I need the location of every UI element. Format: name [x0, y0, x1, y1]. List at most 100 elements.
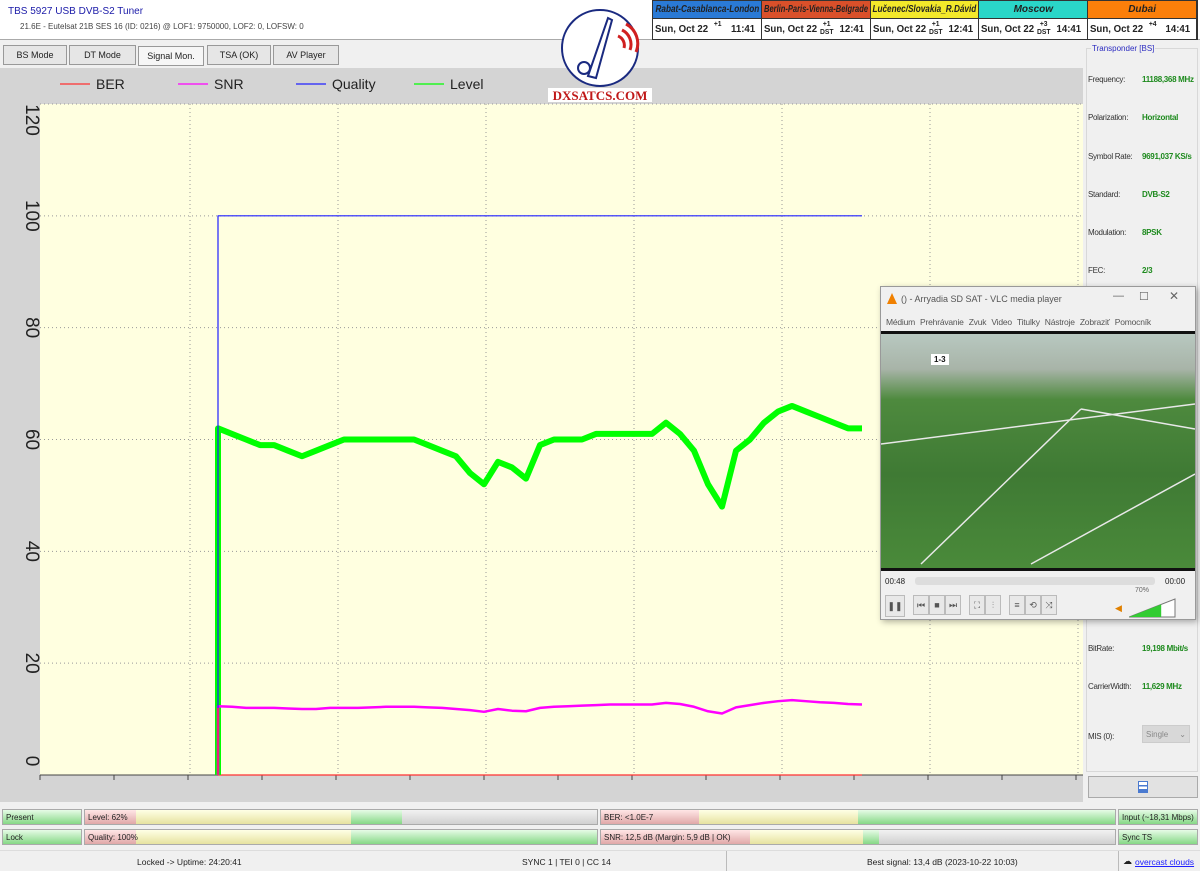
app-title: TBS 5927 USB DVB-S2 Tuner — [8, 6, 144, 17]
clock-time: 14:41 — [1165, 23, 1191, 35]
equalizer-button[interactable]: ⫶ — [985, 595, 1001, 615]
mis-select[interactable]: Single ⌄ — [1142, 725, 1190, 743]
best-signal-text: Best signal: 13,4 dB (2023-10-22 10:03) — [867, 857, 1018, 867]
field-value: 11188,368 MHz — [1142, 75, 1194, 84]
input-indicator: Input (~18,31 Mbps) — [1118, 809, 1198, 825]
clock-4: Dubai Sun, Oct 22 +4 14:41 — [1088, 1, 1197, 39]
field-label: FEC: — [1088, 266, 1106, 275]
video-area[interactable]: 1-3 — [881, 331, 1195, 571]
present-indicator: Present — [2, 809, 82, 825]
seek-bar[interactable] — [915, 577, 1155, 585]
clock-time: 14:41 — [1056, 23, 1082, 35]
lock-indicator: Lock — [2, 829, 82, 845]
elapsed-time: 00:48 — [885, 577, 906, 586]
field-value: Horizontal — [1142, 113, 1179, 122]
dxsatcs-logo: DXSATCS.COM — [548, 9, 652, 103]
maximize-button[interactable]: ☐ — [1139, 291, 1149, 303]
bitrate-value: 19,198 Mbit/s — [1142, 644, 1188, 653]
y-tick-label: 100 — [21, 200, 42, 232]
logo-text: DXSATCS.COM — [553, 88, 648, 103]
previous-button[interactable]: ⏮ — [913, 595, 929, 615]
clock-city: Berlin-Paris-Vienna-Belgrade — [763, 4, 868, 15]
series-snr — [216, 698, 863, 775]
clock-offset: +1 — [822, 21, 831, 28]
next-button[interactable]: ⏭ — [945, 595, 961, 615]
chevron-down-icon: ⌄ — [1179, 730, 1186, 739]
field-label: Frequency: — [1088, 75, 1126, 84]
clock-offset: +1 — [713, 21, 722, 28]
tab-dt-mode[interactable]: DT Mode — [69, 45, 136, 65]
playlist-button[interactable]: ≡ — [1009, 595, 1025, 615]
vlc-window[interactable]: () - Arryadia SD SAT - VLC media player … — [880, 286, 1196, 620]
clock-city: Lučenec/Slovakia_R.Dávid — [872, 4, 977, 15]
close-button[interactable]: ✕ — [1169, 289, 1180, 303]
ber-bar: BER: <1.0E-7 — [600, 809, 1116, 825]
score-overlay: 1-3 — [931, 354, 949, 365]
menu-item[interactable]: Zobraziť — [1079, 317, 1110, 327]
vlc-menu: Médium Prehrávanie Zvuk Video Titulky Nástroj… — [886, 317, 1156, 327]
carrier-value: 11,629 MHz — [1142, 682, 1182, 691]
mis-value: Single — [1146, 730, 1169, 739]
clock-time: 12:41 — [948, 23, 973, 35]
clock-offset: +1 — [931, 21, 940, 28]
volume-slider[interactable] — [1129, 597, 1177, 619]
world-clocks: Rabat-Casablanca-London Sun, Oct 22 +1 11:… — [652, 0, 1198, 40]
y-tick-label: 40 — [21, 541, 42, 562]
minimize-button[interactable]: — — [1113, 290, 1124, 302]
level-text: Level: 62% — [88, 812, 128, 822]
field-label: Standard: — [1088, 190, 1120, 199]
speaker-icon: ◀ — [1115, 603, 1122, 613]
panel-toggle-button[interactable] — [1088, 776, 1198, 798]
stop-button[interactable]: ■ — [929, 595, 945, 615]
pause-button[interactable]: ❚❚ — [885, 595, 905, 617]
tab-signal-mon[interactable]: Signal Mon. — [138, 46, 204, 66]
series-quality — [217, 215, 862, 775]
app-subtitle: 21.6E - Eutelsat 21B SES 16 (ID: 0216) @… — [20, 22, 304, 31]
bitrate-label: BitRate: — [1088, 644, 1115, 653]
ber-text: BER: <1.0E-7 — [604, 812, 654, 822]
clock-offset: +3 — [1040, 21, 1048, 28]
menu-item[interactable]: Video — [991, 317, 1012, 327]
menu-item[interactable]: Pomocník — [1114, 317, 1151, 327]
transponder-title: Transponder [BS] — [1091, 44, 1156, 53]
weather-link[interactable]: overcast clouds — [1135, 857, 1195, 867]
menu-item[interactable]: Nástroje — [1044, 317, 1075, 327]
menu-item[interactable]: Zvuk — [968, 317, 987, 327]
field-value: 9691,037 KS/s — [1142, 152, 1192, 161]
legend-label: SNR — [214, 76, 244, 92]
legend-label: Quality — [332, 76, 376, 92]
tab-bs-mode[interactable]: BS Mode — [3, 45, 67, 65]
uptime-text: Locked -> Uptime: 24:20:41 — [137, 857, 242, 867]
clock-time: 12:41 — [839, 23, 864, 35]
volume-label: 70% — [1135, 587, 1150, 594]
y-tick-label: 60 — [21, 429, 42, 450]
fullscreen-button[interactable]: ⛶ — [969, 595, 985, 615]
shuffle-button[interactable]: ⤨ — [1041, 595, 1057, 615]
clock-dst: DST — [1037, 29, 1051, 36]
y-tick-label: 20 — [21, 653, 42, 674]
vlc-title: () - Arryadia SD SAT - VLC media player — [901, 294, 1062, 304]
clock-city: Rabat-Casablanca-London — [655, 4, 759, 15]
series-level — [215, 402, 862, 775]
clock-date: Sun, Oct 22 — [872, 23, 926, 35]
clock-date: Sun, Oct 22 — [763, 23, 817, 35]
clock-date: Sun, Oct 22 — [981, 23, 1035, 35]
snr-bar: SNR: 12,5 dB (Margin: 5,9 dB | OK) — [600, 829, 1116, 845]
clock-2: Lučenec/Slovakia_R.Dávid Sun, Oct 22 +1 DS… — [870, 1, 980, 39]
sync-text: SYNC 1 | TEI 0 | CC 14 — [522, 857, 611, 867]
menu-item[interactable]: Titulky — [1016, 317, 1040, 327]
y-tick-label: 80 — [21, 317, 42, 338]
menu-item[interactable]: Médium — [886, 317, 916, 327]
tab-tsa[interactable]: TSA (OK) — [207, 45, 271, 65]
field-value: 2/3 — [1142, 266, 1153, 275]
tab-av-player[interactable]: AV Player — [273, 45, 339, 65]
menu-item[interactable]: Prehrávanie — [920, 317, 964, 327]
quality-text: Quality: 100% — [88, 832, 138, 842]
field-label: Symbol Rate: — [1088, 152, 1133, 161]
weather-icon: ☁ — [1123, 856, 1132, 866]
legend-label: Level — [450, 76, 483, 92]
status-bar: Locked -> Uptime: 24:20:41 SYNC 1 | TEI … — [0, 850, 1200, 871]
clock-dst: DST — [819, 29, 834, 36]
clock-date: Sun, Oct 22 — [655, 23, 709, 35]
loop-button[interactable]: ⟲ — [1025, 595, 1041, 615]
